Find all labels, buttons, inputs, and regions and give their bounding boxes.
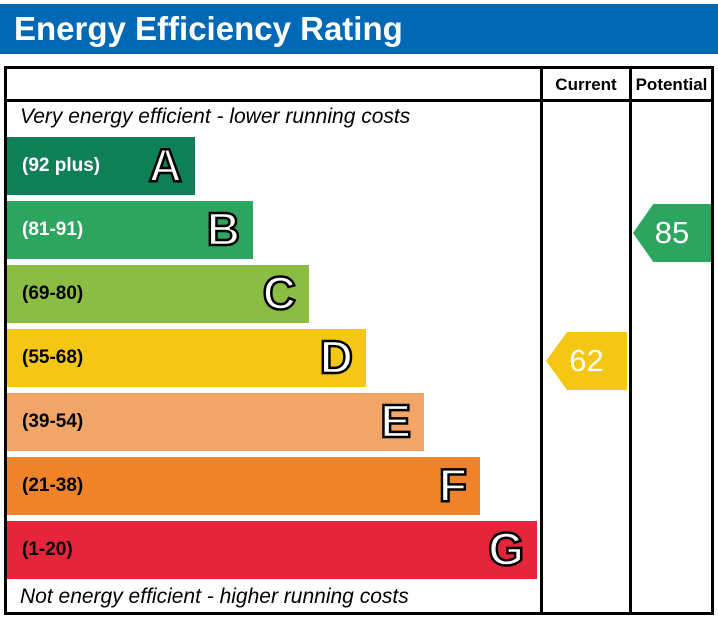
band-letter: B <box>206 202 242 257</box>
band-row: (1-20) G <box>7 521 537 579</box>
band-range-label: (21-38) <box>22 475 84 496</box>
band-row: (69-80) C <box>7 265 309 323</box>
band-row: (39-54) E <box>7 393 424 451</box>
band-row: (21-38) F <box>7 457 480 515</box>
band-range-label: (92 plus) <box>22 155 101 176</box>
band-range-label: (81-91) <box>22 219 84 240</box>
bottom-note: Not energy efficient - higher running co… <box>20 585 409 608</box>
band-letter: E <box>379 394 412 448</box>
current-rating-value: 62 <box>569 343 604 378</box>
current-column-divider <box>540 69 543 612</box>
band-row: (81-91) B <box>7 201 253 259</box>
band-letter: A <box>148 138 184 193</box>
title-bar: Energy Efficiency Rating <box>0 4 718 54</box>
column-header-current: Current <box>555 75 617 94</box>
band-letter: D <box>319 330 355 384</box>
column-header-row <box>7 69 711 102</box>
band-range-label: (69-80) <box>22 283 84 304</box>
band-letter: G <box>487 522 525 577</box>
top-note: Very energy efficient - lower running co… <box>20 105 411 128</box>
band-row: (55-68) D <box>7 329 366 387</box>
potential-rating-value: 85 <box>654 215 690 250</box>
band-range-label: (1-20) <box>22 539 73 560</box>
band-row: (92 plus) A <box>7 137 195 195</box>
page-title: Energy Efficiency Rating <box>14 10 403 47</box>
potential-column-divider <box>629 69 632 612</box>
band-range-label: (55-68) <box>22 347 84 368</box>
band-letter: F <box>438 458 469 512</box>
band-range-label: (39-54) <box>22 411 84 432</box>
band-letter: C <box>262 266 298 320</box>
column-header-potential: Potential <box>635 75 708 94</box>
rating-chart: Current Potential Very energy efficient … <box>4 66 714 615</box>
potential-rating-marker: 85 <box>633 204 711 262</box>
current-rating-marker: 62 <box>546 332 627 390</box>
